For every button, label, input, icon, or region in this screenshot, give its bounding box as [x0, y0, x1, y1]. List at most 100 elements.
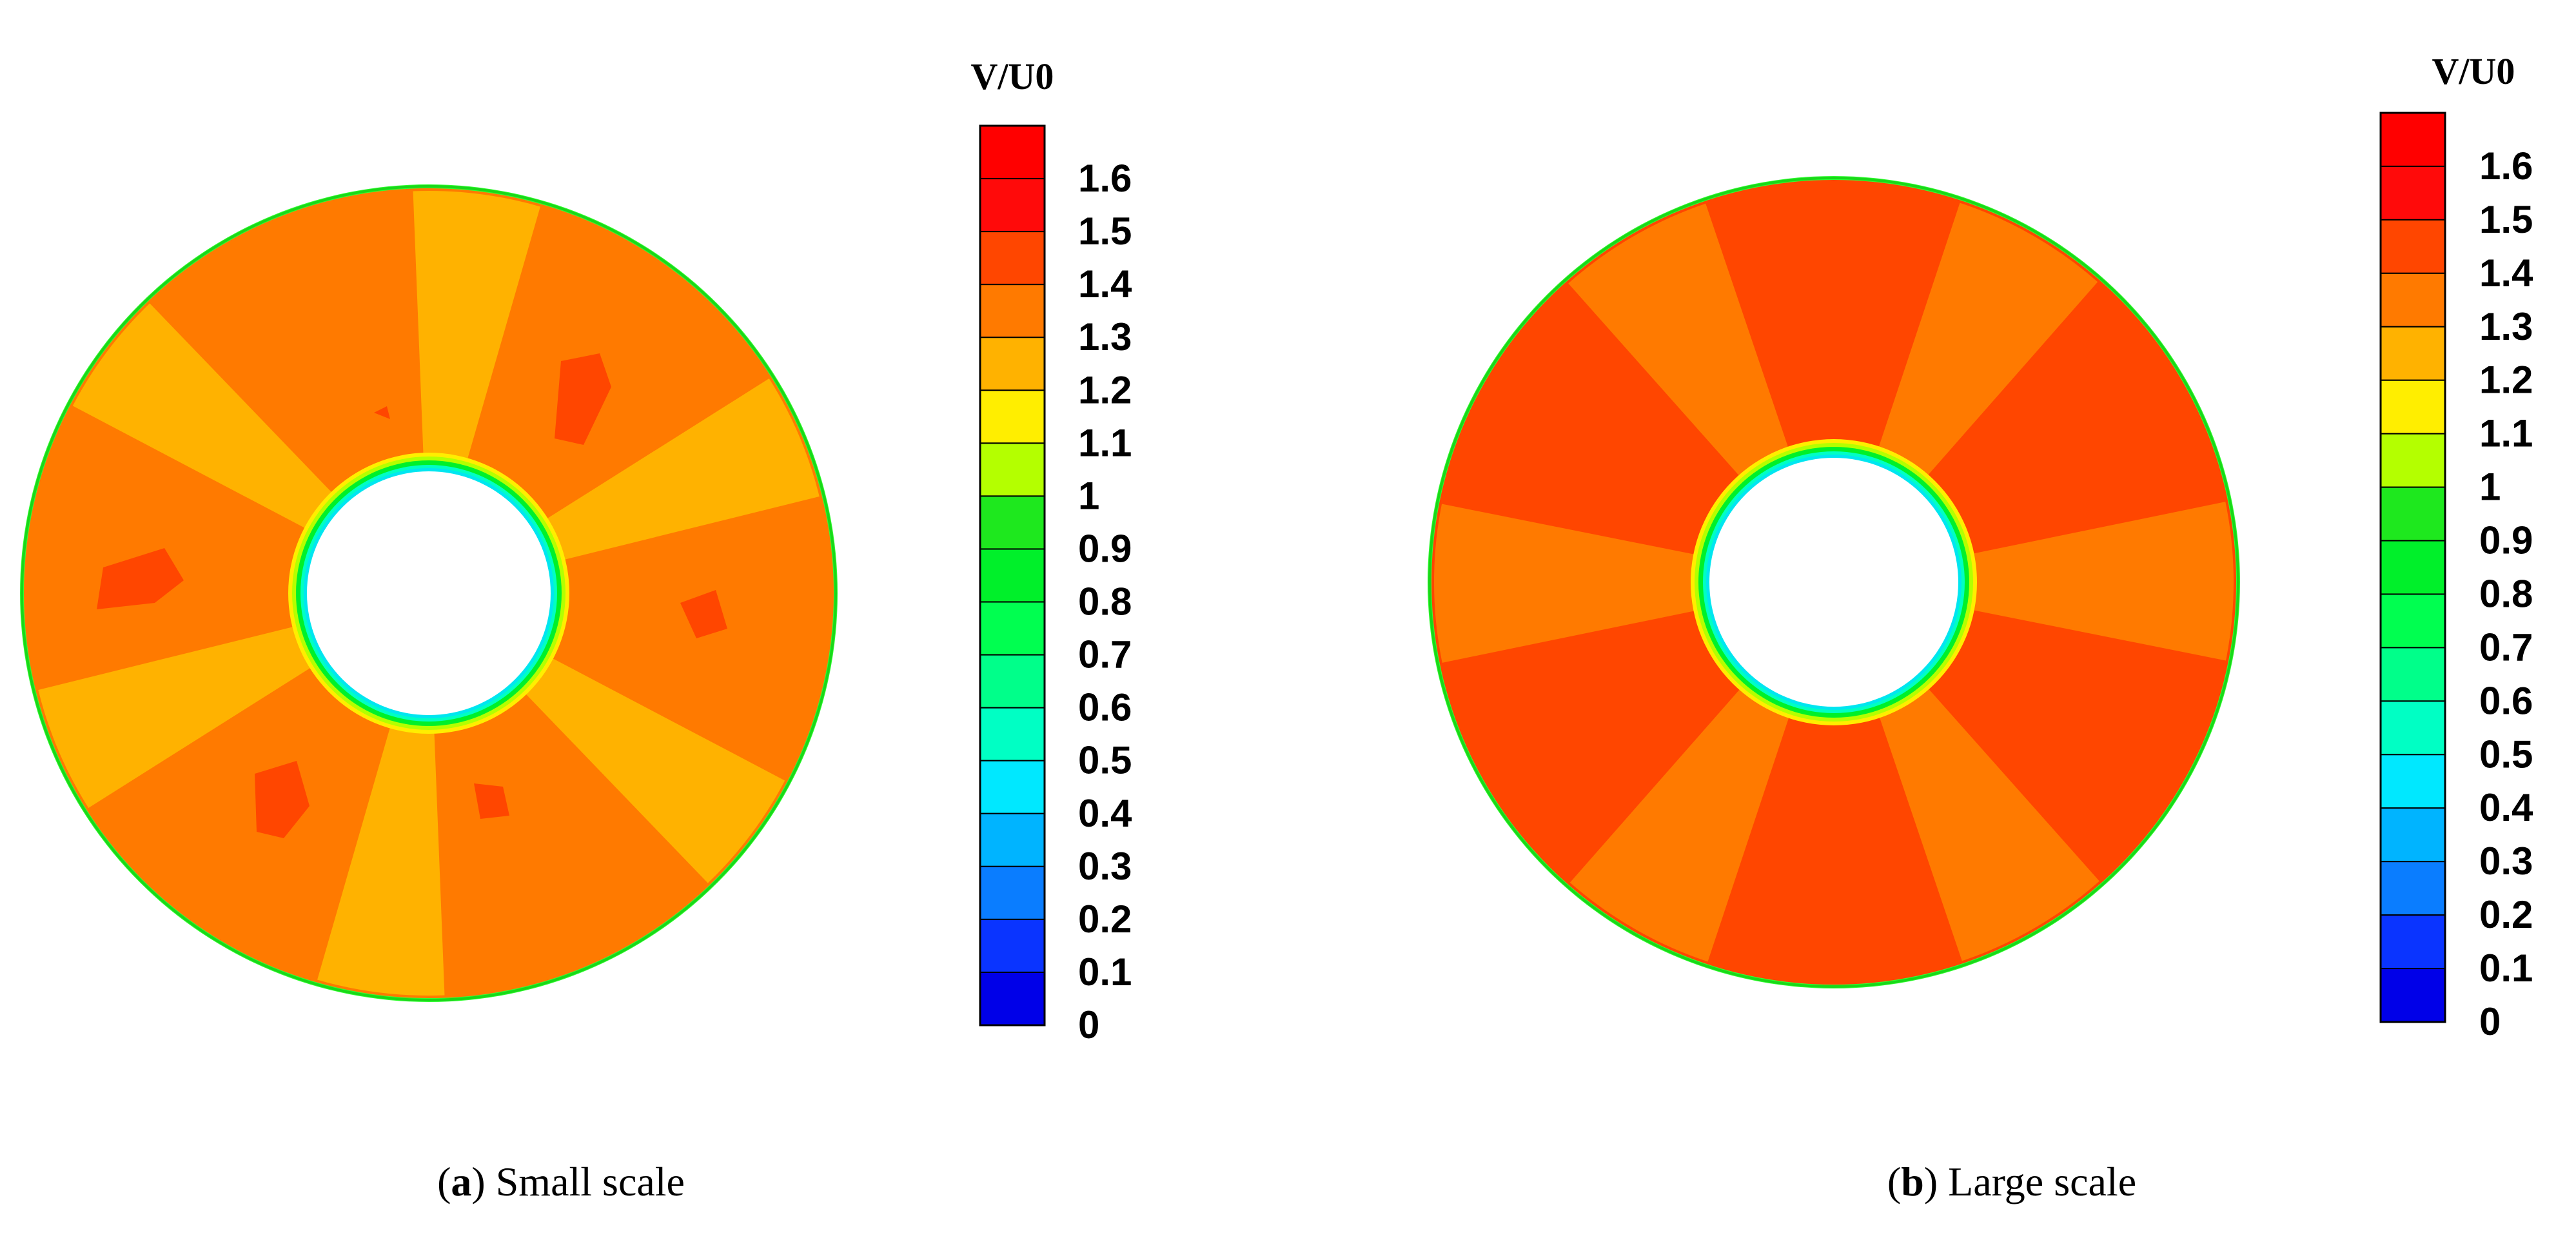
- colorbar-swatch: [979, 971, 1045, 1026]
- spoke-band: [1878, 202, 2098, 478]
- colorbar-swatch: [2380, 486, 2446, 542]
- colorbar-swatch: [2380, 861, 2446, 916]
- hotspot-region: [374, 406, 390, 419]
- colorbar-tick-label: 1.5: [1078, 210, 1132, 253]
- colorbar-tick-label: 0.6: [1078, 686, 1132, 729]
- colorbar-tick-label: 1.1: [1078, 421, 1132, 464]
- colorbar-swatch: [2380, 807, 2446, 863]
- hotspot-region: [555, 353, 611, 445]
- colorbar-swatches-b: [2379, 112, 2446, 1023]
- colorbar-swatch: [979, 812, 1045, 867]
- colorbar-title-b: V/U0: [2432, 50, 2515, 92]
- contour-disk-a: [20, 184, 838, 1002]
- colorbar-frame: [979, 124, 1046, 1027]
- spoke-band: [1878, 686, 2099, 961]
- colorbar-tick-label: 0.3: [1078, 845, 1132, 888]
- caption-a: (a) Small scale: [437, 1159, 685, 1204]
- colorbar-swatch: [979, 548, 1045, 603]
- colorbar-a: V/U0 1.6 1.5 1.4 1.3 1.2 1.1 1 0.9 0.8 0.7 0.6 0.5 0…: [971, 55, 1132, 1046]
- colorbar-swatch: [979, 442, 1045, 497]
- colorbar-tick-label: 0.2: [1078, 898, 1132, 941]
- caption-a-letter: a: [451, 1159, 471, 1204]
- colorbar-tick-label: 1.2: [2479, 359, 2533, 402]
- panel-a: V/U0 1.6 1.5 1.4 1.3 1.2 1.1 1 0.9 0.8 0.7 0.6 0.5 0…: [20, 55, 1132, 1204]
- spoke-band: [1970, 502, 2234, 661]
- colorbar-swatch: [2380, 968, 2446, 1023]
- colorbar-tick-label: 0.5: [2479, 732, 2533, 776]
- colorbar-tick-label: 1.1: [2479, 412, 2533, 455]
- colorbar-tick-label: 0.5: [1078, 739, 1132, 782]
- colorbar-tick-label: 1.5: [2479, 198, 2533, 241]
- colorbar-swatch: [2380, 272, 2446, 328]
- spoke-band: [544, 378, 820, 561]
- caption-b: (b) Large scale: [1887, 1159, 2136, 1204]
- colorbar-swatch: [2380, 540, 2446, 595]
- colorbar-tick-label: 0: [1078, 1003, 1099, 1046]
- colorbar-swatch: [2380, 379, 2446, 435]
- colorbar-tick-label: 0.6: [2479, 679, 2533, 722]
- colorbar-swatch: [2380, 165, 2446, 221]
- caption-b-text: Large scale: [1948, 1159, 2136, 1204]
- hub-hole: [307, 471, 551, 715]
- colorbar-swatch: [2380, 914, 2446, 970]
- colorbar-swatch: [979, 231, 1045, 286]
- colorbar-swatch: [979, 125, 1045, 180]
- colorbar-ticks-a: 1.6 1.5 1.4 1.3 1.2 1.1 1 0.9 0.8 0.7 0.6 0.5 0.4 0.3…: [1078, 157, 1132, 1046]
- colorbar-tick-label: 0.1: [1078, 950, 1132, 994]
- contour-disk-b: [1428, 176, 2240, 988]
- spoke-band: [1434, 504, 1698, 663]
- colorbar-tick-label: 1.6: [2479, 144, 2533, 188]
- colorbar-tick-label: 1.2: [1078, 368, 1132, 411]
- colorbar-tick-label: 1: [1078, 474, 1099, 517]
- hotspot-region: [97, 548, 184, 609]
- colorbar-swatch: [2380, 112, 2446, 167]
- colorbar-swatch: [979, 865, 1045, 920]
- hotspot-region: [680, 590, 727, 638]
- colorbar-tick-label: 1.3: [2479, 305, 2533, 348]
- hotspot-region: [474, 783, 509, 819]
- colorbar-tick-label: 0.7: [1078, 633, 1132, 676]
- colorbar-swatch: [2380, 326, 2446, 381]
- caption-a-text: Small scale: [496, 1159, 685, 1204]
- colorbar-b: V/U0 1.6 1.5 1.4 1.3 1.2 1.1 1 0.9 0.8 0.7 0.6 0.5 0…: [2379, 50, 2533, 1043]
- colorbar-tick-label: 0.4: [1078, 792, 1132, 835]
- spoke-band: [72, 303, 334, 530]
- colorbar-swatch: [979, 495, 1045, 550]
- colorbar-swatch: [979, 654, 1045, 709]
- colorbar-tick-label: 0.8: [1078, 580, 1132, 624]
- colorbar-swatch: [979, 707, 1045, 761]
- panel-b: V/U0 1.6 1.5 1.4 1.3 1.2 1.1 1 0.9 0.8 0.7 0.6 0.5 0…: [1428, 50, 2533, 1204]
- colorbar-swatch: [2380, 593, 2446, 649]
- colorbar-tick-label: 0.8: [2479, 572, 2533, 615]
- colorbar-swatch: [979, 337, 1045, 391]
- spoke-band: [524, 656, 785, 883]
- spoke-band: [38, 625, 313, 808]
- colorbar-tick-label: 0: [2479, 1000, 2501, 1043]
- colorbar-swatch: [979, 601, 1045, 656]
- colorbar-swatch: [2380, 433, 2446, 488]
- colorbar-swatch: [2380, 219, 2446, 274]
- colorbar-swatches-a: [979, 124, 1046, 1027]
- outer-edge-line: [21, 185, 837, 1001]
- colorbar-tick-label: 1.3: [1078, 315, 1132, 359]
- colorbar-tick-label: 0.7: [2479, 625, 2533, 669]
- colorbar-swatch: [979, 178, 1045, 233]
- colorbar-tick-label: 0.4: [2479, 786, 2533, 829]
- spoke-band: [1569, 687, 1790, 962]
- colorbar-swatch: [2380, 647, 2446, 702]
- colorbar-tick-label: 1.6: [1078, 157, 1132, 200]
- colorbar-title-a: V/U0: [971, 55, 1054, 97]
- colorbar-tick-label: 1.4: [1078, 262, 1132, 306]
- colorbar-tick-label: 0.2: [2479, 893, 2533, 936]
- hub-hole: [1709, 458, 1958, 707]
- colorbar-swatch: [979, 918, 1045, 973]
- colorbar-swatch: [2380, 700, 2446, 756]
- spoke-band: [1568, 203, 1789, 478]
- caption-b-letter: b: [1901, 1159, 1924, 1204]
- colorbar-swatch: [2380, 754, 2446, 809]
- spoke-band: [413, 191, 540, 462]
- colorbar-tick-label: 0.1: [2479, 947, 2533, 990]
- colorbar-ticks-b: 1.6 1.5 1.4 1.3 1.2 1.1 1 0.9 0.8 0.7 0.6 0.5 0.4 0.3…: [2479, 144, 2533, 1043]
- outer-edge-line: [1428, 177, 2239, 988]
